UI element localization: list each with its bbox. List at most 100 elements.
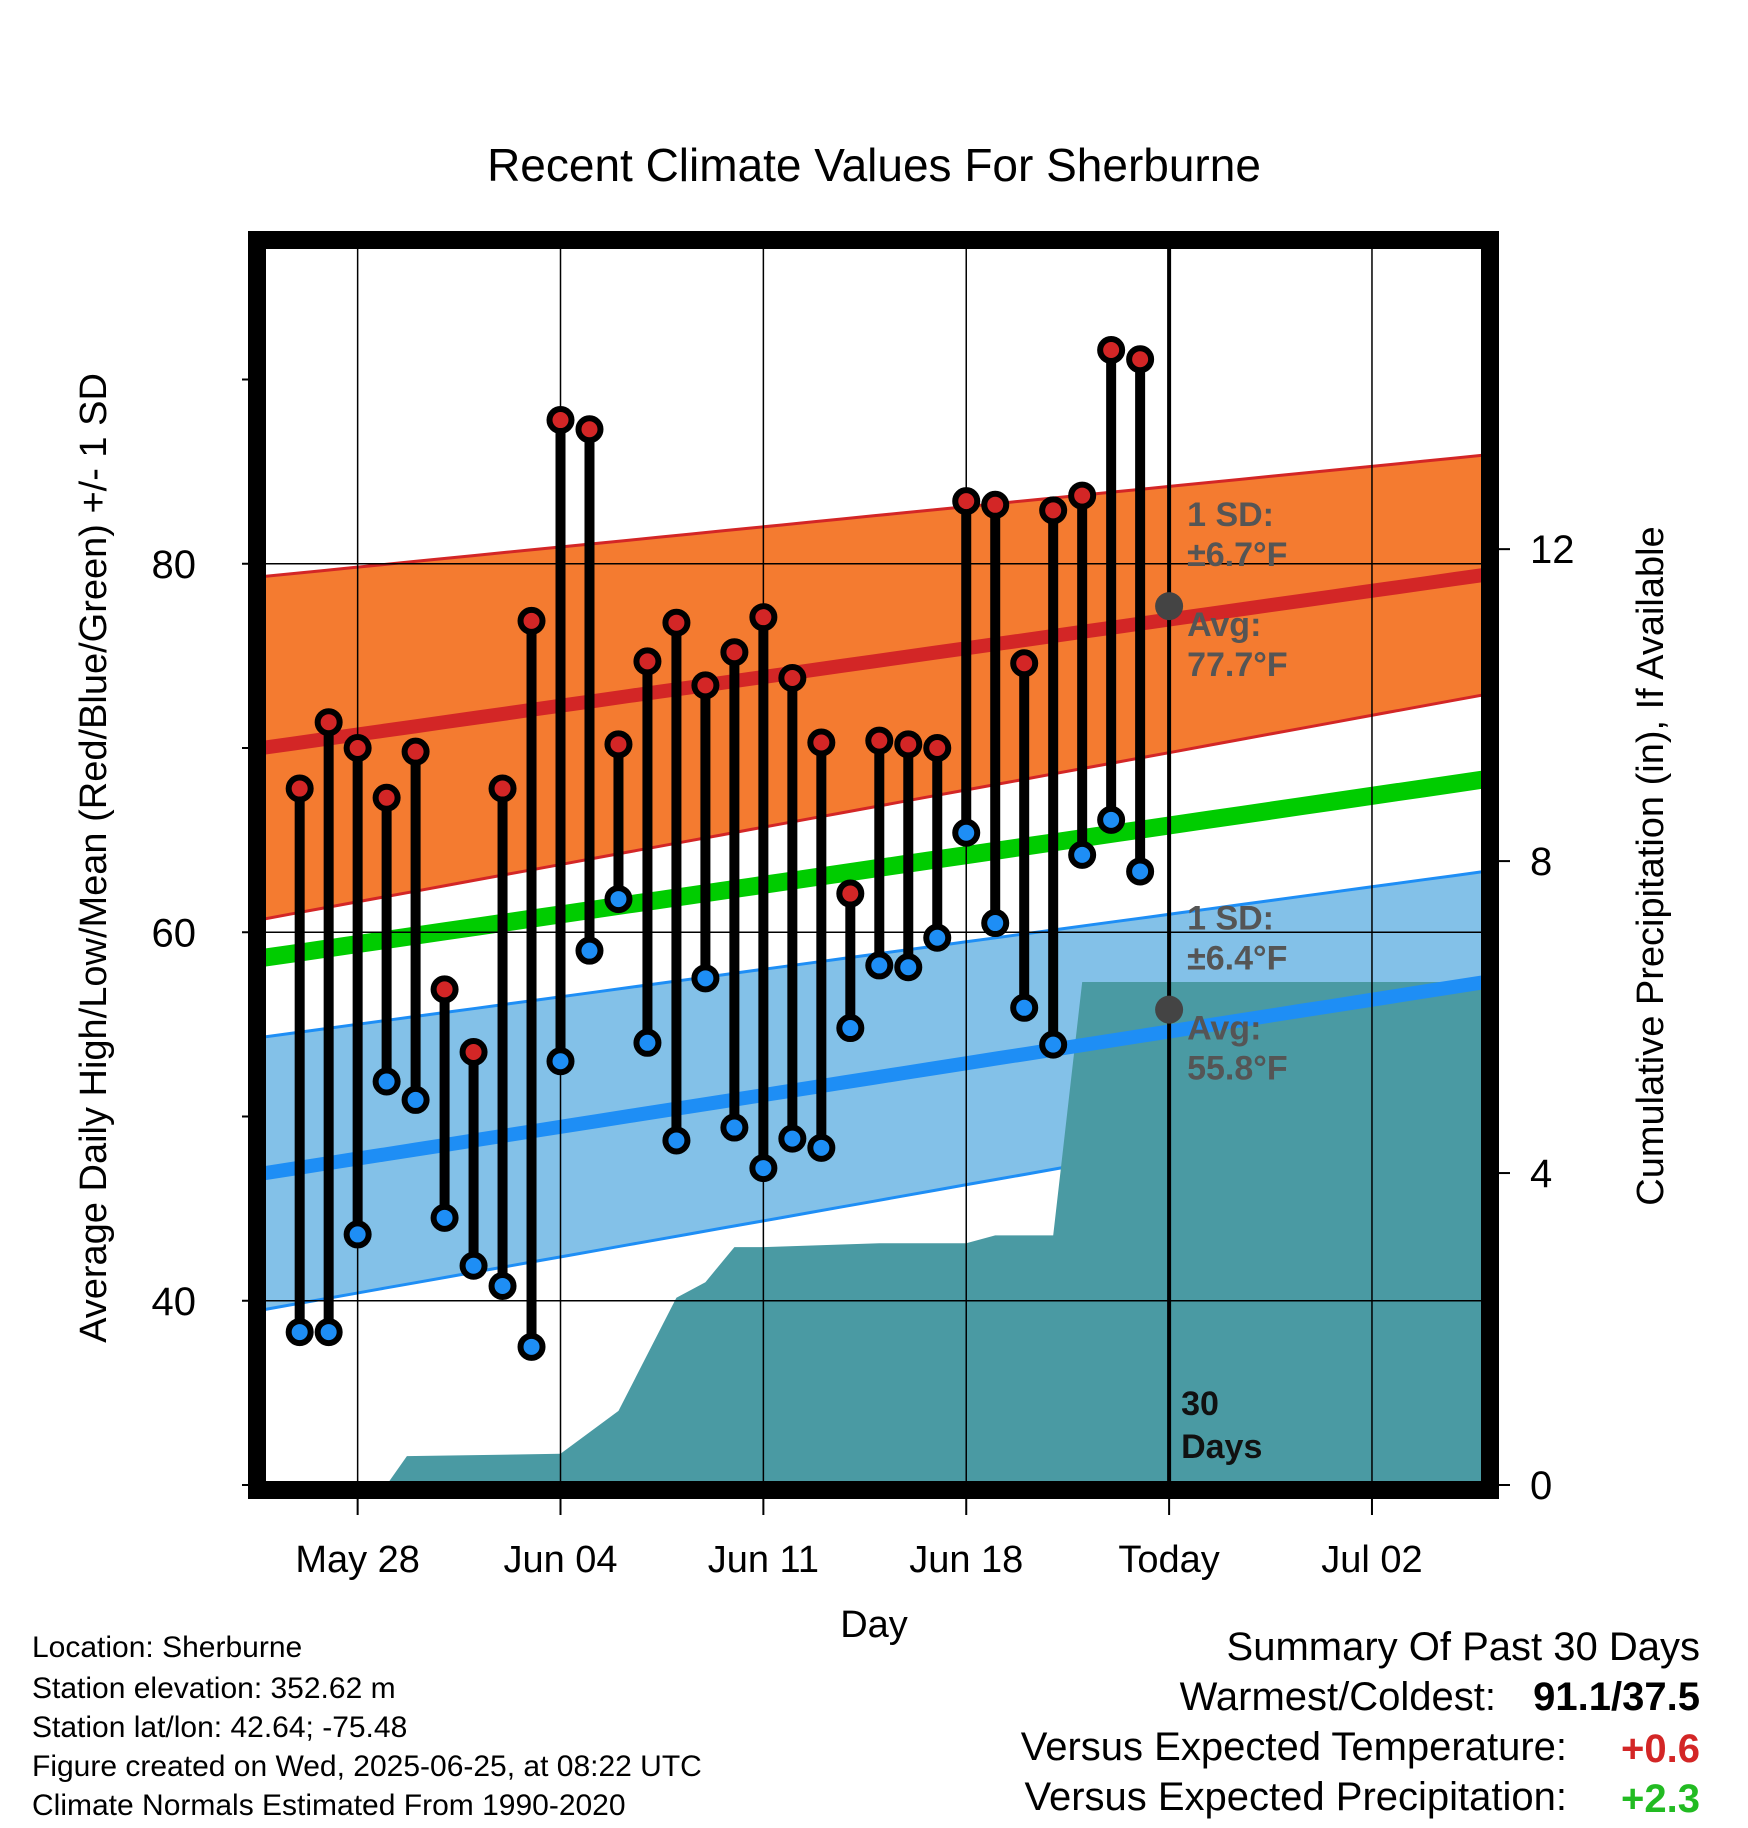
high-avg-label: Avg:	[1187, 606, 1261, 644]
x-tick-label: May 28	[295, 1539, 420, 1581]
normal-low-line	[262, 975, 1485, 1181]
y2-tick-label: 0	[1530, 1464, 1552, 1508]
daily-low-point	[1068, 840, 1097, 869]
x-tick-label: Jun 11	[708, 1539, 819, 1581]
y-tick-label: 60	[152, 911, 197, 955]
daily-high-point	[430, 975, 459, 1004]
daily-high-point	[285, 774, 314, 803]
daily-high-point	[314, 708, 343, 737]
daily-low-point	[662, 1126, 691, 1155]
daily-low-point	[778, 1124, 807, 1153]
low-sd-value: ±6.4°F	[1187, 940, 1287, 978]
summary-warm-cold-value: 91.1/37.5	[1533, 1675, 1700, 1719]
daily-high-point	[401, 737, 430, 766]
y2-axis-label: Cumulative Precipitation (in), If Availa…	[1630, 526, 1672, 1205]
daily-low-point	[1010, 993, 1039, 1022]
daily-high-point	[488, 774, 517, 803]
footer-location: Location: Sherburne	[32, 1631, 302, 1664]
daily-high-point	[894, 730, 923, 759]
y-tick-label: 40	[152, 1280, 197, 1324]
window-length-number: 30	[1181, 1385, 1219, 1423]
daily-low-point	[401, 1085, 430, 1114]
daily-high-point	[1068, 481, 1097, 510]
summary-temp-value: +0.6	[1621, 1727, 1700, 1771]
y2-tick-label: 4	[1530, 1152, 1552, 1196]
summary-heading: Summary Of Past 30 Days	[1227, 1625, 1700, 1669]
daily-high-point	[981, 490, 1010, 519]
chart-title: Recent Climate Values For Sherburne	[487, 139, 1261, 191]
high-sd-band	[262, 455, 1485, 920]
summary-temp-label: Versus Expected Temperature:	[1021, 1725, 1567, 1769]
daily-low-point	[459, 1251, 488, 1280]
high-avg-value: 77.7°F	[1187, 646, 1288, 684]
high-sd-band-upper-edge	[262, 453, 1485, 579]
daily-high-point	[952, 487, 981, 516]
summary-precip-label: Versus Expected Precipitation:	[1024, 1775, 1567, 1819]
footer-normals: Climate Normals Estimated From 1990-2020	[32, 1789, 626, 1822]
daily-low-point	[1097, 805, 1126, 834]
daily-low-point	[836, 1014, 865, 1043]
summary-warm-cold-label: Warmest/Coldest:	[1180, 1675, 1496, 1719]
daily-high-point	[691, 671, 720, 700]
y2-tick-label: 12	[1530, 528, 1575, 572]
daily-low-point	[1126, 857, 1155, 886]
x-tick-label: Jun 04	[503, 1539, 617, 1581]
normal-high-line	[262, 567, 1485, 755]
daily-high-point	[662, 608, 691, 637]
daily-high-point	[343, 734, 372, 763]
daily-low-point	[807, 1133, 836, 1162]
summary-precip-value: +2.3	[1621, 1777, 1700, 1821]
daily-high-point	[633, 647, 662, 676]
daily-low-point	[546, 1047, 575, 1076]
cumulative-precip-area	[262, 982, 1485, 1485]
daily-low-point	[488, 1272, 517, 1301]
daily-high-point	[1126, 345, 1155, 374]
daily-low-point	[952, 818, 981, 847]
daily-high-point	[1039, 496, 1068, 525]
daily-low-point	[894, 953, 923, 982]
normal-mean-line	[262, 770, 1485, 967]
high-avg-marker	[1155, 592, 1184, 621]
y-tick-label: 80	[152, 543, 197, 587]
high-sd-label: 1 SD:	[1187, 496, 1274, 534]
daily-high-point	[865, 726, 894, 755]
plot-frame	[248, 231, 1499, 1499]
daily-low-point	[430, 1203, 459, 1232]
daily-high-point	[372, 783, 401, 812]
daily-high-point	[923, 734, 952, 763]
daily-high-point	[517, 606, 546, 635]
high-sd-band-lower-edge	[262, 693, 1485, 921]
daily-low-point	[314, 1318, 343, 1347]
low-avg-label: Avg:	[1187, 1010, 1261, 1048]
window-length-unit: Days	[1181, 1428, 1262, 1466]
daily-low-point	[691, 964, 720, 993]
high-sd-value: ±6.7°F	[1187, 536, 1287, 574]
footer-created: Figure created on Wed, 2025-06-25, at 08…	[32, 1750, 702, 1783]
daily-low-point	[865, 951, 894, 980]
daily-low-point	[517, 1332, 546, 1361]
daily-low-point	[1039, 1030, 1068, 1059]
x-tick-label: Today	[1118, 1539, 1219, 1581]
daily-high-point	[546, 406, 575, 435]
y-axis-label: Average Daily High/Low/Mean (Red/Blue/Gr…	[73, 373, 115, 1343]
x-axis-label: Day	[840, 1604, 908, 1646]
x-tick-label: Jul 02	[1321, 1539, 1422, 1581]
summary-panel: Summary Of Past 30 Days Warmest/Coldest:…	[1021, 1625, 1700, 1821]
daily-high-point	[1097, 336, 1126, 365]
footer-latlon: Station lat/lon: 42.64; -75.48	[32, 1711, 407, 1744]
daily-high-point	[720, 638, 749, 667]
daily-high-point	[807, 728, 836, 757]
footer-elevation: Station elevation: 352.62 m	[32, 1672, 396, 1705]
daily-low-point	[981, 909, 1010, 938]
daily-low-point	[372, 1067, 401, 1096]
daily-low-point	[720, 1113, 749, 1142]
daily-low-point	[749, 1154, 778, 1183]
low-sd-band	[262, 871, 1485, 1310]
daily-low-point	[575, 936, 604, 965]
daily-high-point	[778, 663, 807, 692]
daily-high-point	[836, 879, 865, 908]
daily-high-point	[604, 730, 633, 759]
